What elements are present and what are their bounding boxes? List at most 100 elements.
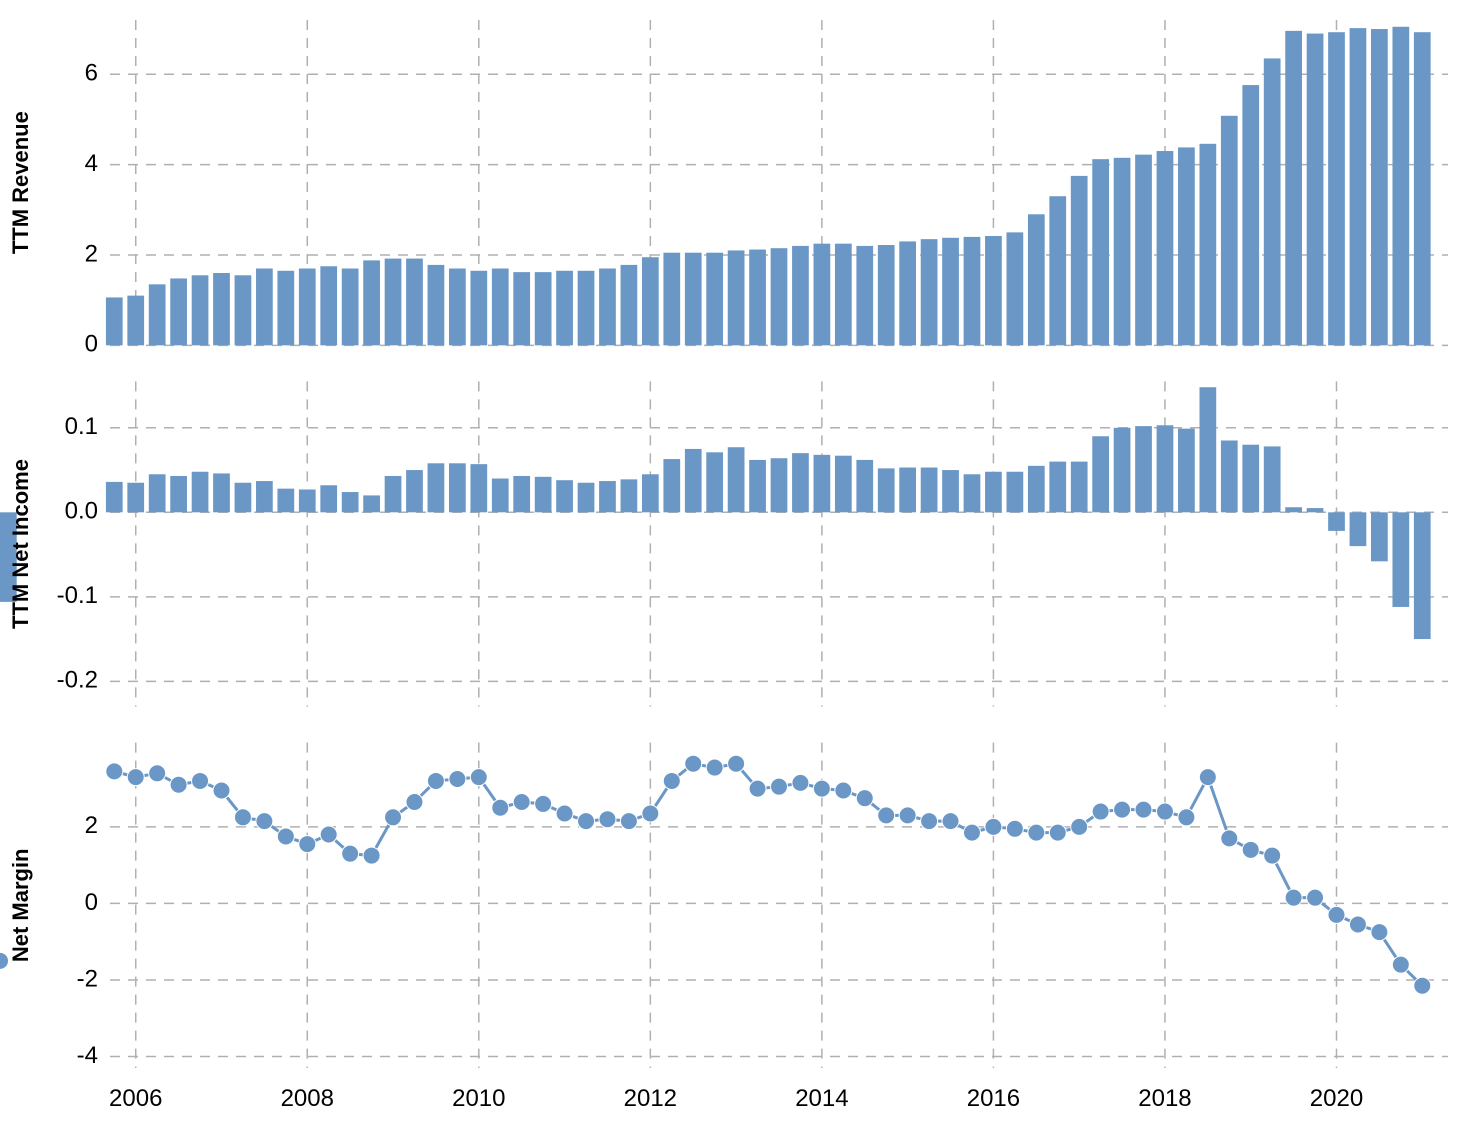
bar: [1242, 445, 1259, 513]
bar: [213, 473, 230, 512]
bar: [878, 245, 895, 345]
marker: [1328, 906, 1345, 923]
y-tick-label: -0.2: [57, 667, 98, 694]
bar: [299, 489, 316, 512]
bar: [899, 241, 916, 345]
x-tick-label: 2006: [109, 1085, 162, 1112]
marker: [985, 818, 1002, 835]
marker: [792, 774, 809, 791]
panel-netmargin: -4-202Net Margin: [0, 743, 1448, 1069]
bar: [706, 253, 723, 346]
x-tick-label: 2012: [624, 1085, 677, 1112]
bar: [1114, 428, 1131, 513]
bar: [127, 296, 144, 346]
bar: [127, 483, 144, 513]
bar: [792, 453, 809, 512]
marker: [813, 780, 830, 797]
marker: [535, 795, 552, 812]
bar: [1264, 446, 1281, 512]
bar: [192, 275, 209, 345]
marker: [1392, 956, 1409, 973]
marker: [1285, 889, 1302, 906]
bar: [256, 481, 273, 512]
bar: [556, 271, 573, 346]
bar: [749, 460, 766, 512]
marker: [385, 809, 402, 826]
marker: [342, 845, 359, 862]
bar: [1328, 512, 1345, 531]
marker: [1307, 889, 1324, 906]
marker: [749, 780, 766, 797]
bar: [428, 463, 445, 512]
bar: [492, 479, 509, 513]
bar: [1028, 214, 1045, 345]
bar: [1264, 58, 1281, 345]
bar: [320, 266, 337, 345]
bar: [1092, 159, 1109, 345]
bar: [1135, 155, 1152, 346]
marker: [921, 813, 938, 830]
bar: [428, 265, 445, 345]
marker: [1221, 830, 1238, 847]
marker: [578, 813, 595, 830]
bar: [1285, 507, 1302, 512]
bar: [192, 472, 209, 513]
bar: [1114, 158, 1131, 346]
bar: [470, 271, 487, 346]
x-tick-label: 2010: [452, 1085, 505, 1112]
y-tick-label: -4: [77, 1042, 98, 1069]
marker: [878, 807, 895, 824]
bar: [513, 272, 530, 345]
bar: [1135, 426, 1152, 512]
marker: [406, 793, 423, 810]
bar: [1392, 512, 1409, 607]
y-tick-label: 0.1: [65, 413, 98, 440]
bar: [1007, 472, 1024, 513]
bar: [235, 483, 252, 513]
bar: [878, 468, 895, 512]
marker: [706, 759, 723, 776]
bar: [621, 265, 638, 345]
bar: [1071, 176, 1088, 345]
bar: [1350, 28, 1367, 345]
line-path: [114, 764, 1422, 986]
bar: [1157, 425, 1174, 512]
marker: [277, 828, 294, 845]
bar: [964, 474, 981, 512]
marker: [1414, 977, 1431, 994]
bar: [342, 492, 359, 512]
y-tick-label: 2: [85, 240, 98, 267]
bar: [599, 481, 616, 512]
marker: [642, 805, 659, 822]
ylabel-netmargin: Net Margin: [8, 848, 33, 962]
bar: [856, 246, 873, 345]
bar: [385, 259, 402, 346]
bar: [1350, 512, 1367, 546]
marker: [213, 782, 230, 799]
bar: [814, 455, 831, 512]
bar: [921, 239, 938, 345]
bar: [1285, 31, 1302, 345]
marker: [835, 782, 852, 799]
bar: [406, 259, 423, 346]
marker: [170, 776, 187, 793]
marker: [620, 813, 637, 830]
bar: [1071, 462, 1088, 513]
chart-container: 0246TTM Revenue-0.2-0.10.00.1TTM Net Inc…: [0, 0, 1468, 1128]
bar: [642, 474, 659, 512]
marker: [256, 813, 273, 830]
marker: [1028, 824, 1045, 841]
marker: [1242, 841, 1259, 858]
bar: [685, 253, 702, 346]
bar: [578, 271, 595, 346]
marker: [856, 790, 873, 807]
bar: [1049, 196, 1066, 345]
panel-revenue: 0246TTM Revenue: [8, 20, 1448, 358]
bar: [1221, 116, 1238, 346]
bar: [835, 456, 852, 513]
bar: [256, 269, 273, 346]
ylabel-netincome: TTM Net Income: [8, 459, 33, 629]
marker: [427, 772, 444, 789]
bar: [513, 476, 530, 512]
bar: [1028, 466, 1045, 512]
